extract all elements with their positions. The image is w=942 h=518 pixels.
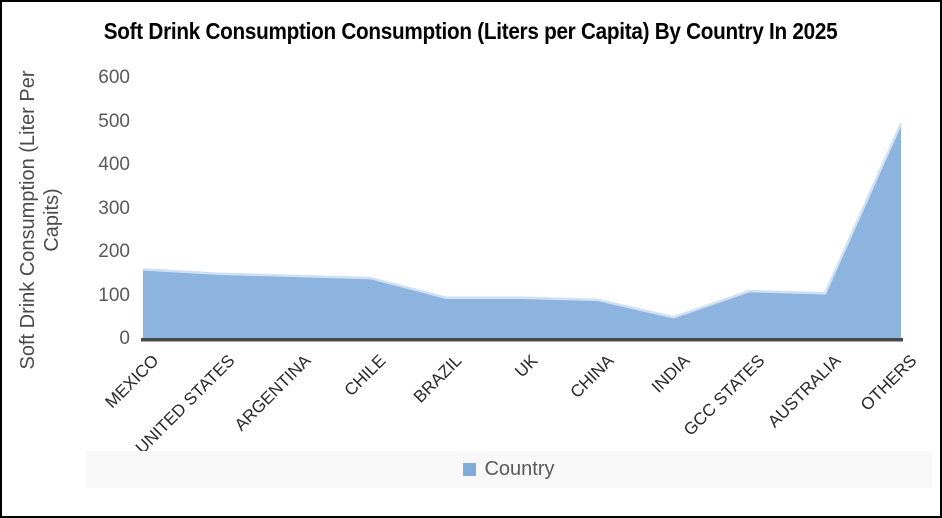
area-series-country	[143, 123, 901, 339]
y-tick-label: 400	[98, 154, 130, 175]
legend-label: Country	[484, 458, 555, 480]
legend: Country	[86, 451, 932, 488]
y-tick-label: 600	[98, 67, 130, 88]
chart-title-text: Soft Drink Consumption Consumption (Lite…	[104, 18, 838, 44]
y-tick-label: 0	[119, 328, 130, 349]
x-axis-line	[141, 338, 903, 342]
y-tick-label: 300	[98, 197, 130, 219]
chart-title: Soft Drink Consumption Consumption (Lite…	[2, 18, 940, 45]
y-tick-label: 200	[98, 241, 130, 262]
y-tick-label: 100	[98, 284, 130, 306]
legend-color-swatch	[463, 463, 477, 476]
area-series-edge-line	[142, 123, 903, 319]
y-tick-label: 500	[98, 110, 130, 132]
